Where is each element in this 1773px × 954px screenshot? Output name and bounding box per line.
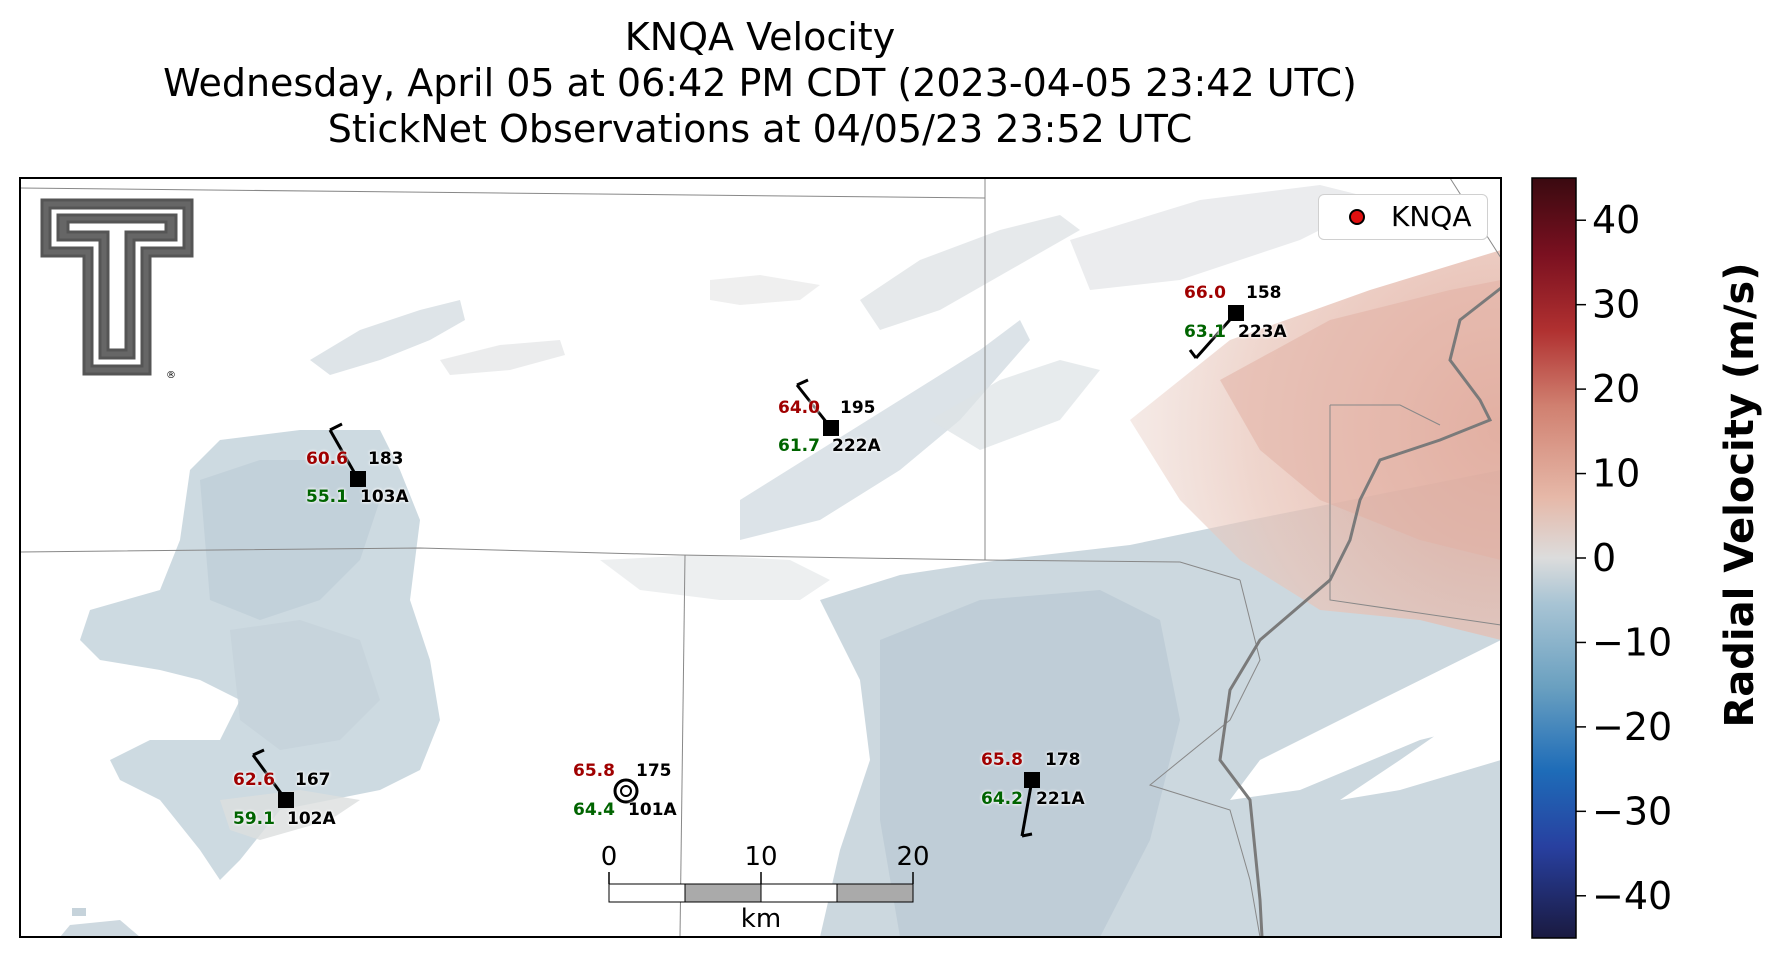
title-line-3: StickNet Observations at 04/05/23 23:52 … xyxy=(327,107,1193,151)
station-id-222A: 222A xyxy=(832,436,881,456)
title-line-1: KNQA Velocity xyxy=(624,15,896,59)
station-dew-223A: 63.1 xyxy=(1184,322,1226,342)
station-temp-103A: 60.6 xyxy=(306,449,348,469)
double-t-logo xyxy=(40,198,194,376)
colorbar-tick-label: 30 xyxy=(1592,283,1640,327)
station-dew-103A: 55.1 xyxy=(306,487,348,507)
radar-site-marker-icon xyxy=(1349,209,1365,225)
station-dew-102A: 59.1 xyxy=(233,809,275,829)
station-dew-222A: 61.7 xyxy=(778,436,820,456)
colorbar-tick-label: −30 xyxy=(1592,789,1672,833)
colorbar-tick-label: 0 xyxy=(1592,536,1616,580)
river-line xyxy=(1218,286,1501,937)
wind-barb-103A xyxy=(328,429,360,480)
colorbar-ticks: 40 30 20 10 0 −10 −20 −30 −40 xyxy=(1576,198,1672,918)
station-dir-102A: 167 xyxy=(295,770,331,790)
station-markers xyxy=(278,305,1244,808)
station-dir-222A: 195 xyxy=(840,398,876,418)
map-border xyxy=(19,177,1502,938)
station-dir-101A: 175 xyxy=(636,761,672,781)
colorbar-tick-label: −20 xyxy=(1592,705,1672,749)
scale-tick-20: 20 xyxy=(896,842,930,872)
station-marker-222A xyxy=(823,420,839,436)
station-temp-102A: 62.6 xyxy=(233,770,275,790)
legend: KNQA xyxy=(1318,194,1488,240)
station-dew-101A: 64.4 xyxy=(573,800,615,820)
station-temp-101A: 65.8 xyxy=(573,761,615,781)
station-temp-222A: 64.0 xyxy=(778,398,820,418)
station-dir-103A: 183 xyxy=(368,449,404,469)
station-marker-102A xyxy=(278,792,294,808)
station-marker-223A xyxy=(1228,305,1244,321)
colorbar-tick-label: −10 xyxy=(1592,620,1672,664)
station-temp-221A: 65.8 xyxy=(981,750,1023,770)
station-dir-221A: 178 xyxy=(1045,750,1081,770)
station-id-101A: 101A xyxy=(628,800,677,820)
colorbar-tick-label: 20 xyxy=(1592,367,1640,411)
station-marker-221A xyxy=(1024,772,1040,788)
colorbar-tick-label: 40 xyxy=(1592,198,1640,242)
station-dir-223A: 158 xyxy=(1246,283,1282,303)
station-marker-103A xyxy=(350,471,366,487)
station-dew-221A: 64.2 xyxy=(981,789,1023,809)
station-id-103A: 103A xyxy=(360,487,409,507)
scale-bar xyxy=(608,872,914,903)
colorbar xyxy=(1531,177,1577,939)
title-line-2: Wednesday, April 05 at 06:42 PM CDT (202… xyxy=(163,61,1357,105)
colorbar-tick-label: −40 xyxy=(1592,874,1672,918)
scale-tick-0: 0 xyxy=(600,842,618,872)
logo-registered-mark: ® xyxy=(166,370,176,381)
scale-unit: km xyxy=(740,904,782,934)
station-calm-101A xyxy=(613,778,639,804)
station-temp-223A: 66.0 xyxy=(1184,283,1226,303)
station-id-223A: 223A xyxy=(1238,322,1287,342)
colorbar-tick-label: 10 xyxy=(1592,452,1640,496)
colorbar-label: Radial Velocity (m/s) xyxy=(1717,262,1763,728)
scale-tick-10: 10 xyxy=(744,842,778,872)
legend-label: KNQA xyxy=(1391,200,1472,233)
wind-barb-221A xyxy=(1020,779,1034,837)
radar-echoes xyxy=(60,185,1501,937)
station-id-221A: 221A xyxy=(1036,789,1085,809)
station-id-102A: 102A xyxy=(287,809,336,829)
